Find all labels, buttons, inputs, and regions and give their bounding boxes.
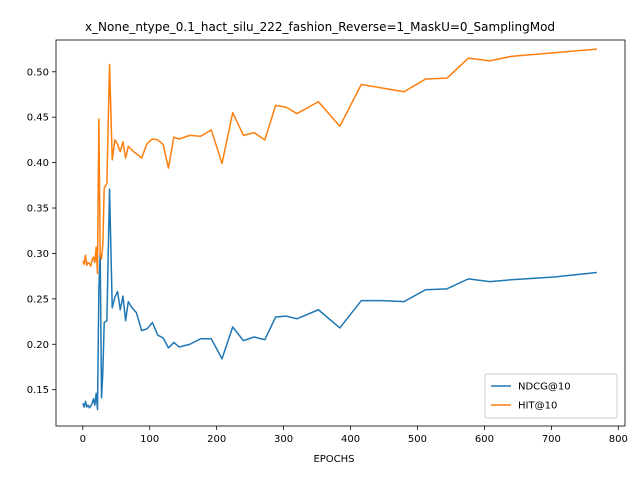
- y-tick-label: 0.20: [27, 340, 49, 351]
- x-tick-label: 800: [609, 434, 628, 445]
- x-tick-label: 100: [140, 434, 159, 445]
- y-tick-label: 0.15: [27, 385, 49, 396]
- plot-frame: [55, 39, 626, 427]
- chart-title: x_None_ntype_0.1_hact_silu_222_fashion_R…: [85, 20, 555, 34]
- legend-label: NDCG@10: [518, 382, 571, 393]
- series-lines: [82, 48, 597, 411]
- y-tick-label: 0.25: [27, 294, 49, 305]
- y-axis: 0.15 0.20 0.25 0.30 0.35 0.40 0.45 0.50: [27, 67, 56, 396]
- series-line-ndcg-10: [82, 188, 597, 411]
- legend-label: HIT@10: [518, 401, 557, 412]
- legend-box: [484, 373, 618, 419]
- x-tick-label: 500: [408, 434, 427, 445]
- x-tick-label: 200: [207, 434, 226, 445]
- legend: NDCG@10 HIT@10: [484, 373, 618, 419]
- y-tick-label: 0.35: [27, 204, 49, 215]
- x-axis-label: EPOCHS: [313, 454, 354, 465]
- y-tick-label: 0.30: [27, 249, 49, 260]
- y-tick-label: 0.40: [27, 158, 49, 169]
- x-tick-label: 400: [341, 434, 360, 445]
- y-tick-label: 0.50: [27, 67, 49, 78]
- y-tick-label: 0.45: [27, 113, 49, 124]
- x-tick-label: 0: [80, 434, 86, 445]
- x-tick-label: 600: [475, 434, 494, 445]
- x-tick-label: 300: [274, 434, 293, 445]
- x-axis: 0 100 200 300 400 500 600 700 800: [80, 426, 628, 445]
- series-line-hit-10: [82, 48, 597, 275]
- plot-area: [55, 39, 626, 427]
- x-tick-label: 700: [542, 434, 561, 445]
